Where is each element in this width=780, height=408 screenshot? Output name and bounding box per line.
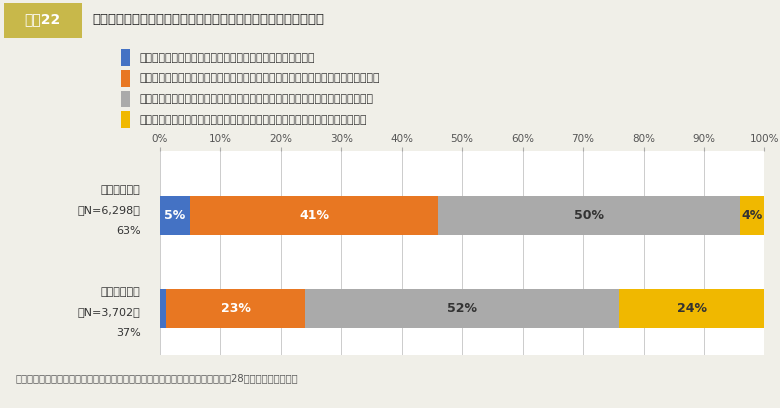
Text: 24%: 24% [677,302,707,315]
Bar [121,49,130,66]
Text: 4%: 4% [742,209,763,222]
Text: 63%: 63% [116,226,140,235]
Bar [121,111,130,128]
Text: 図表22: 図表22 [25,13,61,27]
Text: （N=3,702）: （N=3,702） [78,307,140,317]
Bar [121,91,130,107]
Bar [190,196,438,235]
Bar [438,196,740,235]
Bar [619,289,764,328]
Text: 41%: 41% [299,209,329,222]
Text: 50%: 50% [574,209,604,222]
Bar [160,289,166,328]
Text: （N=6,298）: （N=6,298） [78,205,140,215]
Text: 可能性が高い: 可能性が高い [101,185,140,195]
Text: 37%: 37% [116,328,140,337]
Bar [740,196,764,235]
Text: 23%: 23% [221,302,250,315]
Text: 可能性が低い: 可能性が低い [101,287,140,297]
Bar [121,70,130,87]
FancyBboxPatch shape [4,3,82,38]
Text: 52%: 52% [447,302,477,315]
Text: 災害に備えることは重要だと思うが、日常生活の中でできる範囲で取り組んでいる: 災害に備えることは重要だと思うが、日常生活の中でできる範囲で取り組んでいる [140,73,380,83]
Text: 災害に備えることは重要だと思うが、災害への備えはほとんど取り組んでいない: 災害に備えることは重要だと思うが、災害への備えはほとんど取り組んでいない [140,94,374,104]
Bar [166,289,305,328]
Text: 出典：内閣府「日常生活における防災に関する意識や活動についての調査（平成28年５月）」より作成: 出典：内閣府「日常生活における防災に関する意識や活動についての調査（平成28年５… [16,374,298,384]
Text: 優先して取り組む重要な事項であり、十分に取り組んでいる: 優先して取り組む重要な事項であり、十分に取り組んでいる [140,53,315,63]
Bar [160,196,190,235]
Bar [305,289,619,328]
Text: 災害への可能性に関する意識の違いによる災害への備えの重要度: 災害への可能性に関する意識の違いによる災害への備えの重要度 [92,13,324,26]
Text: 5%: 5% [165,209,186,222]
Text: 自分の周りでは災害の危険性がないと考えているため、特に取り組んでいない: 自分の周りでは災害の危険性がないと考えているため、特に取り組んでいない [140,115,367,124]
